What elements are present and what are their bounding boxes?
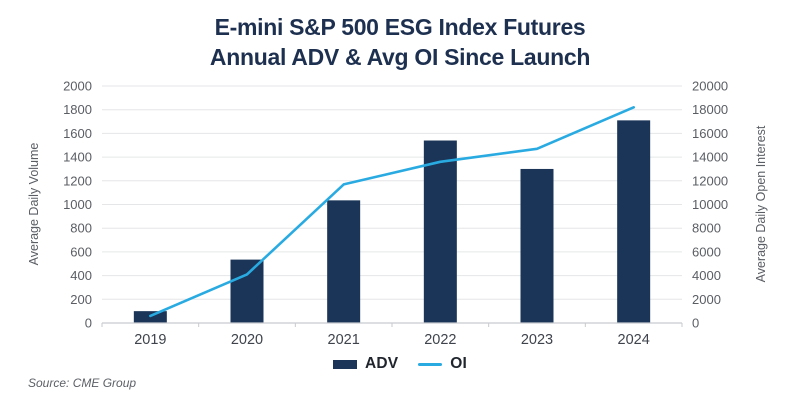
x-axis-label: 2021 — [328, 332, 360, 348]
dual-axis-chart: 0 0 200 2000 400 4000 600 6000 800 8000 1000 10000 1… — [27, 79, 768, 349]
left-axis-tick-label: 2000 — [63, 79, 92, 94]
right-axis-tick-label: 8000 — [692, 221, 721, 236]
legend-item-oi: OI — [418, 355, 467, 373]
left-axis-tick-label: 600 — [70, 244, 92, 259]
x-axis-label: 2019 — [134, 332, 166, 348]
oi-swatch — [418, 362, 443, 366]
legend-item-adv: ADV — [332, 355, 399, 373]
x-axis-label: 2020 — [231, 332, 263, 348]
left-axis-tick-label: 1600 — [63, 126, 92, 141]
left-axis-tick-label: 1200 — [63, 173, 92, 188]
x-axis-label: 2024 — [618, 332, 650, 348]
chart-legend: ADV OI — [0, 355, 800, 373]
right-axis-tick-label: 10000 — [692, 197, 728, 212]
left-axis-tick-label: 1400 — [63, 150, 92, 165]
adv-bars — [133, 120, 651, 324]
right-axis-tick-label: 14000 — [692, 150, 728, 165]
left-axis-tick-label: 200 — [70, 292, 92, 307]
x-axis-label: 2022 — [424, 332, 456, 348]
right-axis-tick-label: 4000 — [692, 268, 721, 283]
adv-legend-label: ADV — [364, 355, 399, 372]
source-note: Source: CME Group — [28, 376, 137, 390]
adv-bar-2021 — [327, 200, 361, 323]
adv-swatch — [332, 359, 357, 369]
right-axis-tick-label: 0 — [692, 316, 699, 331]
tick-labels: 0 0 200 2000 400 4000 600 6000 800 8000 1000 10000 1… — [63, 79, 728, 349]
adv-bar-2023 — [520, 168, 554, 323]
right-axis-tick-label: 20000 — [692, 79, 728, 94]
right-axis-tick-label: 2000 — [692, 292, 721, 307]
left-axis-tick-label: 800 — [70, 221, 92, 236]
left-axis-tick-label: 400 — [70, 268, 92, 283]
left-axis-tick-label: 1000 — [63, 197, 92, 212]
oi-series-line — [149, 106, 636, 318]
chart-title-line2: Annual ADV & Avg OI Since Launch — [209, 44, 591, 70]
right-axis-tick-label: 16000 — [692, 126, 728, 141]
left-axis-title: Average Daily Volume — [27, 143, 41, 266]
right-axis-tick-label: 12000 — [692, 173, 728, 188]
gridlines — [102, 85, 682, 300]
adv-bar-2024 — [617, 120, 651, 324]
adv-bar-2020 — [230, 259, 264, 323]
x-axis-label: 2023 — [521, 332, 553, 348]
right-axis-title: Average Daily Open Interest — [754, 125, 768, 282]
oi-line — [149, 106, 636, 318]
axes — [101, 322, 683, 327]
chart-title: E-mini S&P 500 ESG Index Futures Annual … — [0, 12, 800, 72]
adv-bar-2022 — [423, 140, 457, 323]
chart-title-line1: E-mini S&P 500 ESG Index Futures — [214, 14, 586, 40]
left-axis-tick-label: 1800 — [63, 102, 92, 117]
right-axis-tick-label: 6000 — [692, 244, 721, 259]
oi-legend-label: OI — [450, 355, 468, 372]
left-axis-tick-label: 0 — [85, 316, 92, 331]
right-axis-tick-label: 18000 — [692, 102, 728, 117]
